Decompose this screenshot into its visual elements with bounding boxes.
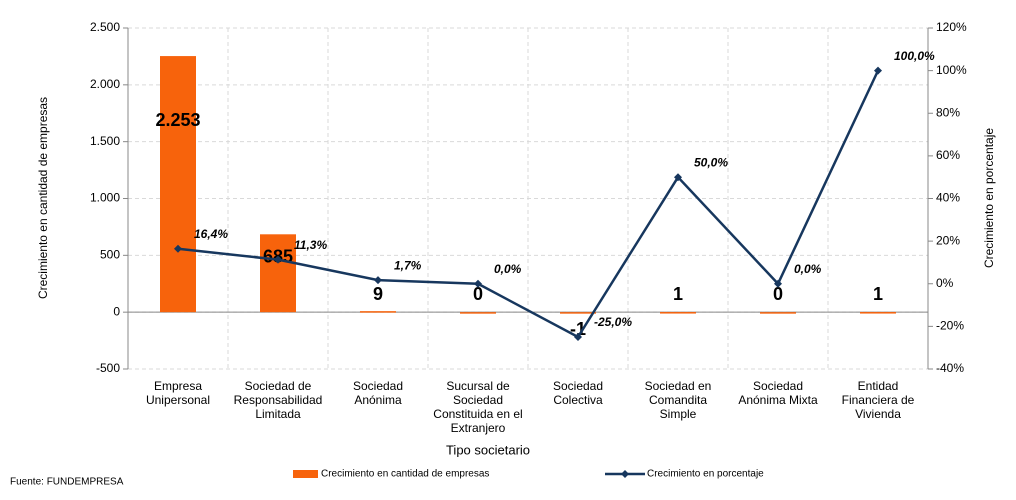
x-tick-label: Sociedad en Comandita Simple — [644, 379, 712, 421]
y2-tick-label: 120% — [936, 20, 967, 34]
line-marker — [374, 276, 382, 285]
y-tick-label: 500 — [100, 248, 120, 262]
line-value-label: 50,0% — [694, 155, 728, 169]
legend-label: Crecimiento en cantidad de empresas — [321, 469, 489, 480]
line-marker — [274, 255, 282, 264]
bar-value-label: 1 — [873, 284, 883, 304]
bar — [360, 311, 396, 313]
y-tick-label: 0 — [113, 304, 120, 318]
y2-tick-label: 20% — [936, 233, 960, 247]
x-tick-label: Sociedad Anónima — [352, 379, 404, 407]
line-marker — [774, 279, 782, 288]
line-value-label: 11,3% — [294, 238, 327, 252]
y-tick-label: 1.000 — [90, 191, 120, 205]
y2-tick-label: -40% — [936, 361, 964, 375]
line-value-label: 0,0% — [794, 262, 822, 276]
bar-value-label: 2.253 — [155, 110, 200, 130]
y2-axis-title: Crecimiento en porcentaje — [982, 128, 996, 268]
x-tick-label: Sociedad de Responsabilidad Limitada — [233, 379, 323, 421]
y2-tick-label: 40% — [936, 191, 960, 205]
line-marker — [474, 279, 482, 288]
bar — [660, 312, 696, 314]
y-axis-title: Crecimiento en cantidad de empresas — [36, 97, 50, 299]
y-tick-label: 2.000 — [90, 77, 120, 91]
source: Fuente: FUNDEMPRESA — [10, 477, 124, 488]
bar-value-label: 1 — [673, 284, 683, 304]
bar-value-label: 0 — [473, 284, 483, 304]
line-value-label: -25,0% — [594, 315, 632, 329]
bar-value-label: 0 — [773, 284, 783, 304]
bar-value-label: 9 — [373, 284, 383, 304]
line-marker — [874, 66, 882, 75]
x-tick-label: Empresa Unipersonal — [145, 379, 211, 407]
line — [177, 70, 880, 339]
y2-tick-label: 60% — [936, 148, 960, 162]
bar — [160, 56, 196, 313]
x-tick-label: Sucursal de Sociedad Constituida en el E… — [433, 379, 523, 435]
y2-tick-label: 0% — [936, 276, 954, 290]
bar — [460, 312, 496, 314]
line-value-label: 1,7% — [394, 258, 422, 272]
y2-tick-label: 100% — [936, 63, 967, 77]
x-tick-label: Entidad Financiera de Vivienda — [841, 379, 915, 421]
y2-tick-label: -20% — [936, 319, 964, 333]
x-tick-label: Sociedad Anónima Mixta — [738, 379, 818, 407]
line-value-label: 100,0% — [894, 49, 935, 63]
y2-tick-label: 80% — [936, 105, 960, 119]
line-value-label: 16,4% — [194, 227, 228, 241]
y-tick-label: 2.500 — [90, 20, 120, 34]
x-tick-label: Sociedad Colectiva — [552, 379, 604, 407]
bar — [760, 312, 796, 314]
line-marker — [174, 244, 182, 253]
y-tick-label: 1.500 — [90, 134, 120, 148]
y-tick-label: -500 — [96, 361, 120, 375]
bar — [560, 312, 596, 314]
legend-label: Crecimiento en porcentaje — [647, 469, 764, 480]
line-marker — [674, 173, 682, 182]
bar — [260, 234, 296, 313]
line-value-label: 0,0% — [494, 262, 522, 276]
bar — [860, 312, 896, 314]
legend-swatch — [293, 470, 318, 478]
line-marker — [574, 333, 582, 342]
x-axis-title: Tipo societario — [446, 442, 530, 457]
legend-marker — [621, 470, 629, 478]
